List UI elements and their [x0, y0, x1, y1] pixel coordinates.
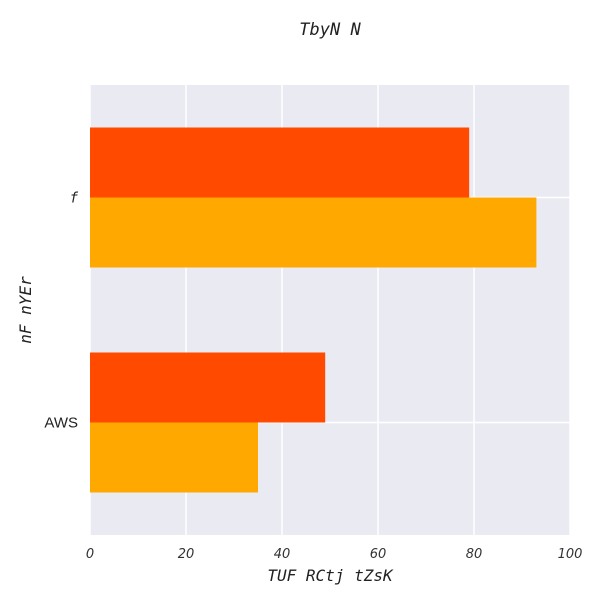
bar-AWS-series-0 [90, 352, 326, 423]
x-tick-label: 40 [274, 547, 291, 562]
x-axis-label: TUF RCtj tZsK [267, 566, 394, 585]
y-axis-label: nF nYEr [16, 276, 35, 344]
bar-f-series-1 [90, 197, 537, 268]
chart-title: TbyN N [299, 20, 361, 40]
bar-AWS-series-1 [90, 422, 258, 493]
x-tick-labels: 0 20 40 60 80 100 [86, 547, 583, 562]
bars [90, 127, 537, 493]
x-tick-label: 100 [558, 547, 583, 562]
bar-f-series-0 [90, 127, 470, 198]
y-tick-labels: f AWS [44, 191, 78, 432]
x-tick-label: 20 [178, 547, 195, 562]
y-tick-label: f [70, 191, 79, 207]
x-tick-label: 0 [86, 547, 94, 562]
y-tick-label: AWS [44, 415, 78, 432]
x-tick-label: 80 [466, 547, 483, 562]
x-tick-label: 60 [370, 547, 387, 562]
